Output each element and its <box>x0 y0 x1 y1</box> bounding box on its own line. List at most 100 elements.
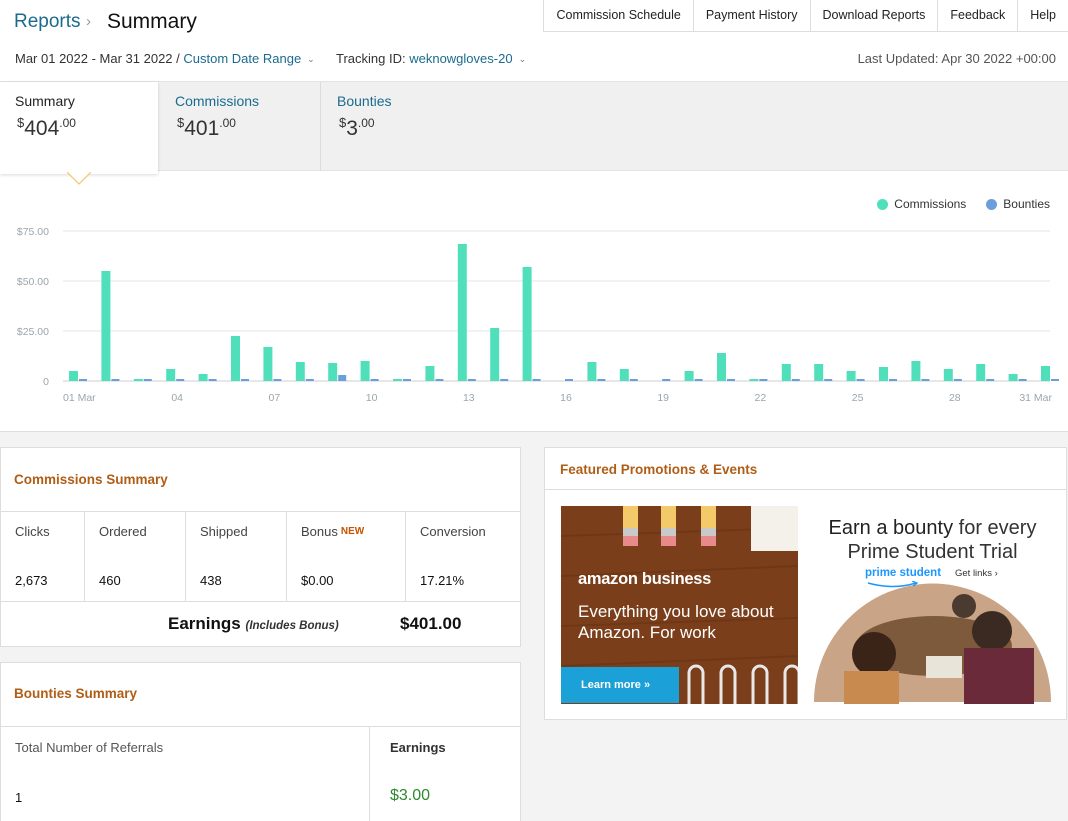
bar-bounties[interactable] <box>694 379 703 381</box>
bar-commissions[interactable] <box>295 362 305 381</box>
bar-commissions[interactable] <box>587 362 597 381</box>
bar-commissions[interactable] <box>69 371 78 381</box>
bar-bounties[interactable] <box>824 379 833 381</box>
bar-commissions[interactable] <box>360 361 370 381</box>
amount-cents: .00 <box>219 116 236 130</box>
amazon-business-banner[interactable]: amazon business Everything you love abou… <box>561 506 798 704</box>
bar-bounties[interactable] <box>791 379 800 381</box>
amazon-business-tagline: Everything you love about Amazon. For wo… <box>578 602 774 642</box>
nav-download-reports[interactable]: Download Reports <box>810 0 939 31</box>
bar-bounties[interactable] <box>629 379 638 381</box>
currency-symbol: $ <box>177 115 185 130</box>
nav-commission-schedule[interactable]: Commission Schedule <box>544 0 694 31</box>
tracking-id-dropdown[interactable]: weknowgloves-20 ⌄ <box>409 51 526 66</box>
bar-bounties[interactable] <box>759 379 768 381</box>
legend-dot-commissions <box>877 198 889 210</box>
bar-bounties[interactable] <box>986 379 995 381</box>
bar-commissions[interactable] <box>781 364 791 381</box>
bar-bounties[interactable] <box>338 375 347 381</box>
prime-student-logo: prime student <box>865 567 942 579</box>
bar-bounties[interactable] <box>921 379 930 381</box>
bar-commissions[interactable] <box>522 267 532 381</box>
amount-whole: 3 <box>346 117 358 140</box>
bar-bounties[interactable] <box>435 379 444 381</box>
bar-commissions[interactable] <box>1008 374 1018 381</box>
bar-commissions[interactable] <box>328 363 338 381</box>
bar-bounties[interactable] <box>597 379 606 381</box>
bar-bounties[interactable] <box>467 379 476 381</box>
stat-label: Bonus NEW <box>301 524 364 539</box>
prime-student-headline: Earn a bounty for every Prime Student Tri… <box>814 516 1051 564</box>
bar-bounties[interactable] <box>176 379 185 381</box>
bar-commissions[interactable] <box>393 379 402 381</box>
bar-commissions[interactable] <box>879 367 888 381</box>
bar-bounties[interactable] <box>241 379 249 381</box>
bar-bounties[interactable] <box>208 379 217 381</box>
commissions-summary-title: Commissions Summary <box>14 472 168 487</box>
tile-summary[interactable]: Summary $404.00 <box>0 82 158 174</box>
bar-bounties[interactable] <box>79 379 87 381</box>
bar-commissions[interactable] <box>490 328 500 381</box>
bar-bounties[interactable] <box>111 379 120 381</box>
stat-label: Shipped <box>200 524 248 539</box>
bar-commissions[interactable] <box>749 379 759 381</box>
bar-bounties[interactable] <box>889 379 897 381</box>
legend-item-commissions[interactable]: Commissions <box>877 197 966 211</box>
legend-item-bounties[interactable]: Bounties <box>986 197 1050 211</box>
nav-feedback[interactable]: Feedback <box>938 0 1019 31</box>
earnings-note: (Includes Bonus) <box>245 620 339 632</box>
breadcrumb-separator-icon: › <box>86 13 91 30</box>
stat-label: Clicks <box>15 524 50 539</box>
earnings-label: Earnings (Includes Bonus) <box>168 614 339 634</box>
bar-bounties[interactable] <box>727 379 735 381</box>
learn-more-button[interactable]: Learn more » <box>561 667 679 703</box>
tile-commissions[interactable]: Commissions $401.00 <box>160 82 321 172</box>
bar-commissions[interactable] <box>166 369 176 381</box>
bar-commissions[interactable] <box>231 336 240 381</box>
bar-commissions[interactable] <box>814 364 824 381</box>
bar-bounties[interactable] <box>662 379 671 381</box>
bar-commissions[interactable] <box>976 364 986 381</box>
currency-symbol: $ <box>17 115 25 130</box>
bounty-earnings-value: $3.00 <box>390 787 431 804</box>
prime-smile-icon <box>867 581 919 588</box>
bar-bounties[interactable] <box>370 379 379 381</box>
bar-commissions[interactable] <box>133 379 143 381</box>
bar-commissions[interactable] <box>717 353 726 381</box>
bar-bounties[interactable] <box>532 379 541 381</box>
bar-bounties[interactable] <box>273 379 282 381</box>
bar-bounties[interactable] <box>856 379 865 381</box>
nav-payment-history[interactable]: Payment History <box>693 0 811 31</box>
y-tick-label: 0 <box>43 376 49 388</box>
stat-label: Conversion <box>420 524 486 539</box>
amount-cents: .00 <box>357 116 375 130</box>
prime-student-banner[interactable]: Earn a bounty for every Prime Student Tri… <box>814 506 1051 704</box>
date-range-text: Mar 01 2022 - Mar 31 2022 / <box>15 51 180 66</box>
bar-commissions[interactable] <box>425 366 435 381</box>
breadcrumb-reports[interactable]: Reports <box>14 11 81 32</box>
date-range-dropdown[interactable]: Custom Date Range ⌄ <box>183 51 314 66</box>
bar-commissions[interactable] <box>619 369 629 381</box>
page-header: Reports › Summary Commission Schedule Pa… <box>0 0 1068 81</box>
bar-commissions[interactable] <box>684 371 694 381</box>
bar-bounties[interactable] <box>143 379 152 381</box>
bar-bounties[interactable] <box>1051 379 1059 381</box>
bar-commissions[interactable] <box>198 374 208 381</box>
bar-commissions[interactable] <box>846 371 856 381</box>
bar-commissions[interactable] <box>101 271 111 381</box>
bar-bounties[interactable] <box>403 379 411 381</box>
bar-bounties[interactable] <box>305 379 314 381</box>
tile-bounties[interactable]: Bounties $3.00 <box>322 82 522 172</box>
bar-bounties[interactable] <box>1018 379 1027 381</box>
bar-commissions[interactable] <box>1041 366 1050 381</box>
bar-bounties[interactable] <box>565 379 573 381</box>
bar-bounties[interactable] <box>500 379 509 381</box>
bar-commissions[interactable] <box>911 361 921 381</box>
bar-commissions[interactable] <box>263 347 273 381</box>
nav-help[interactable]: Help <box>1018 0 1068 31</box>
get-links-link[interactable]: Get links › <box>955 568 998 579</box>
bar-commissions[interactable] <box>943 369 953 381</box>
page-title: Summary <box>107 10 197 33</box>
bar-bounties[interactable] <box>953 379 962 381</box>
bar-commissions[interactable] <box>457 244 467 381</box>
